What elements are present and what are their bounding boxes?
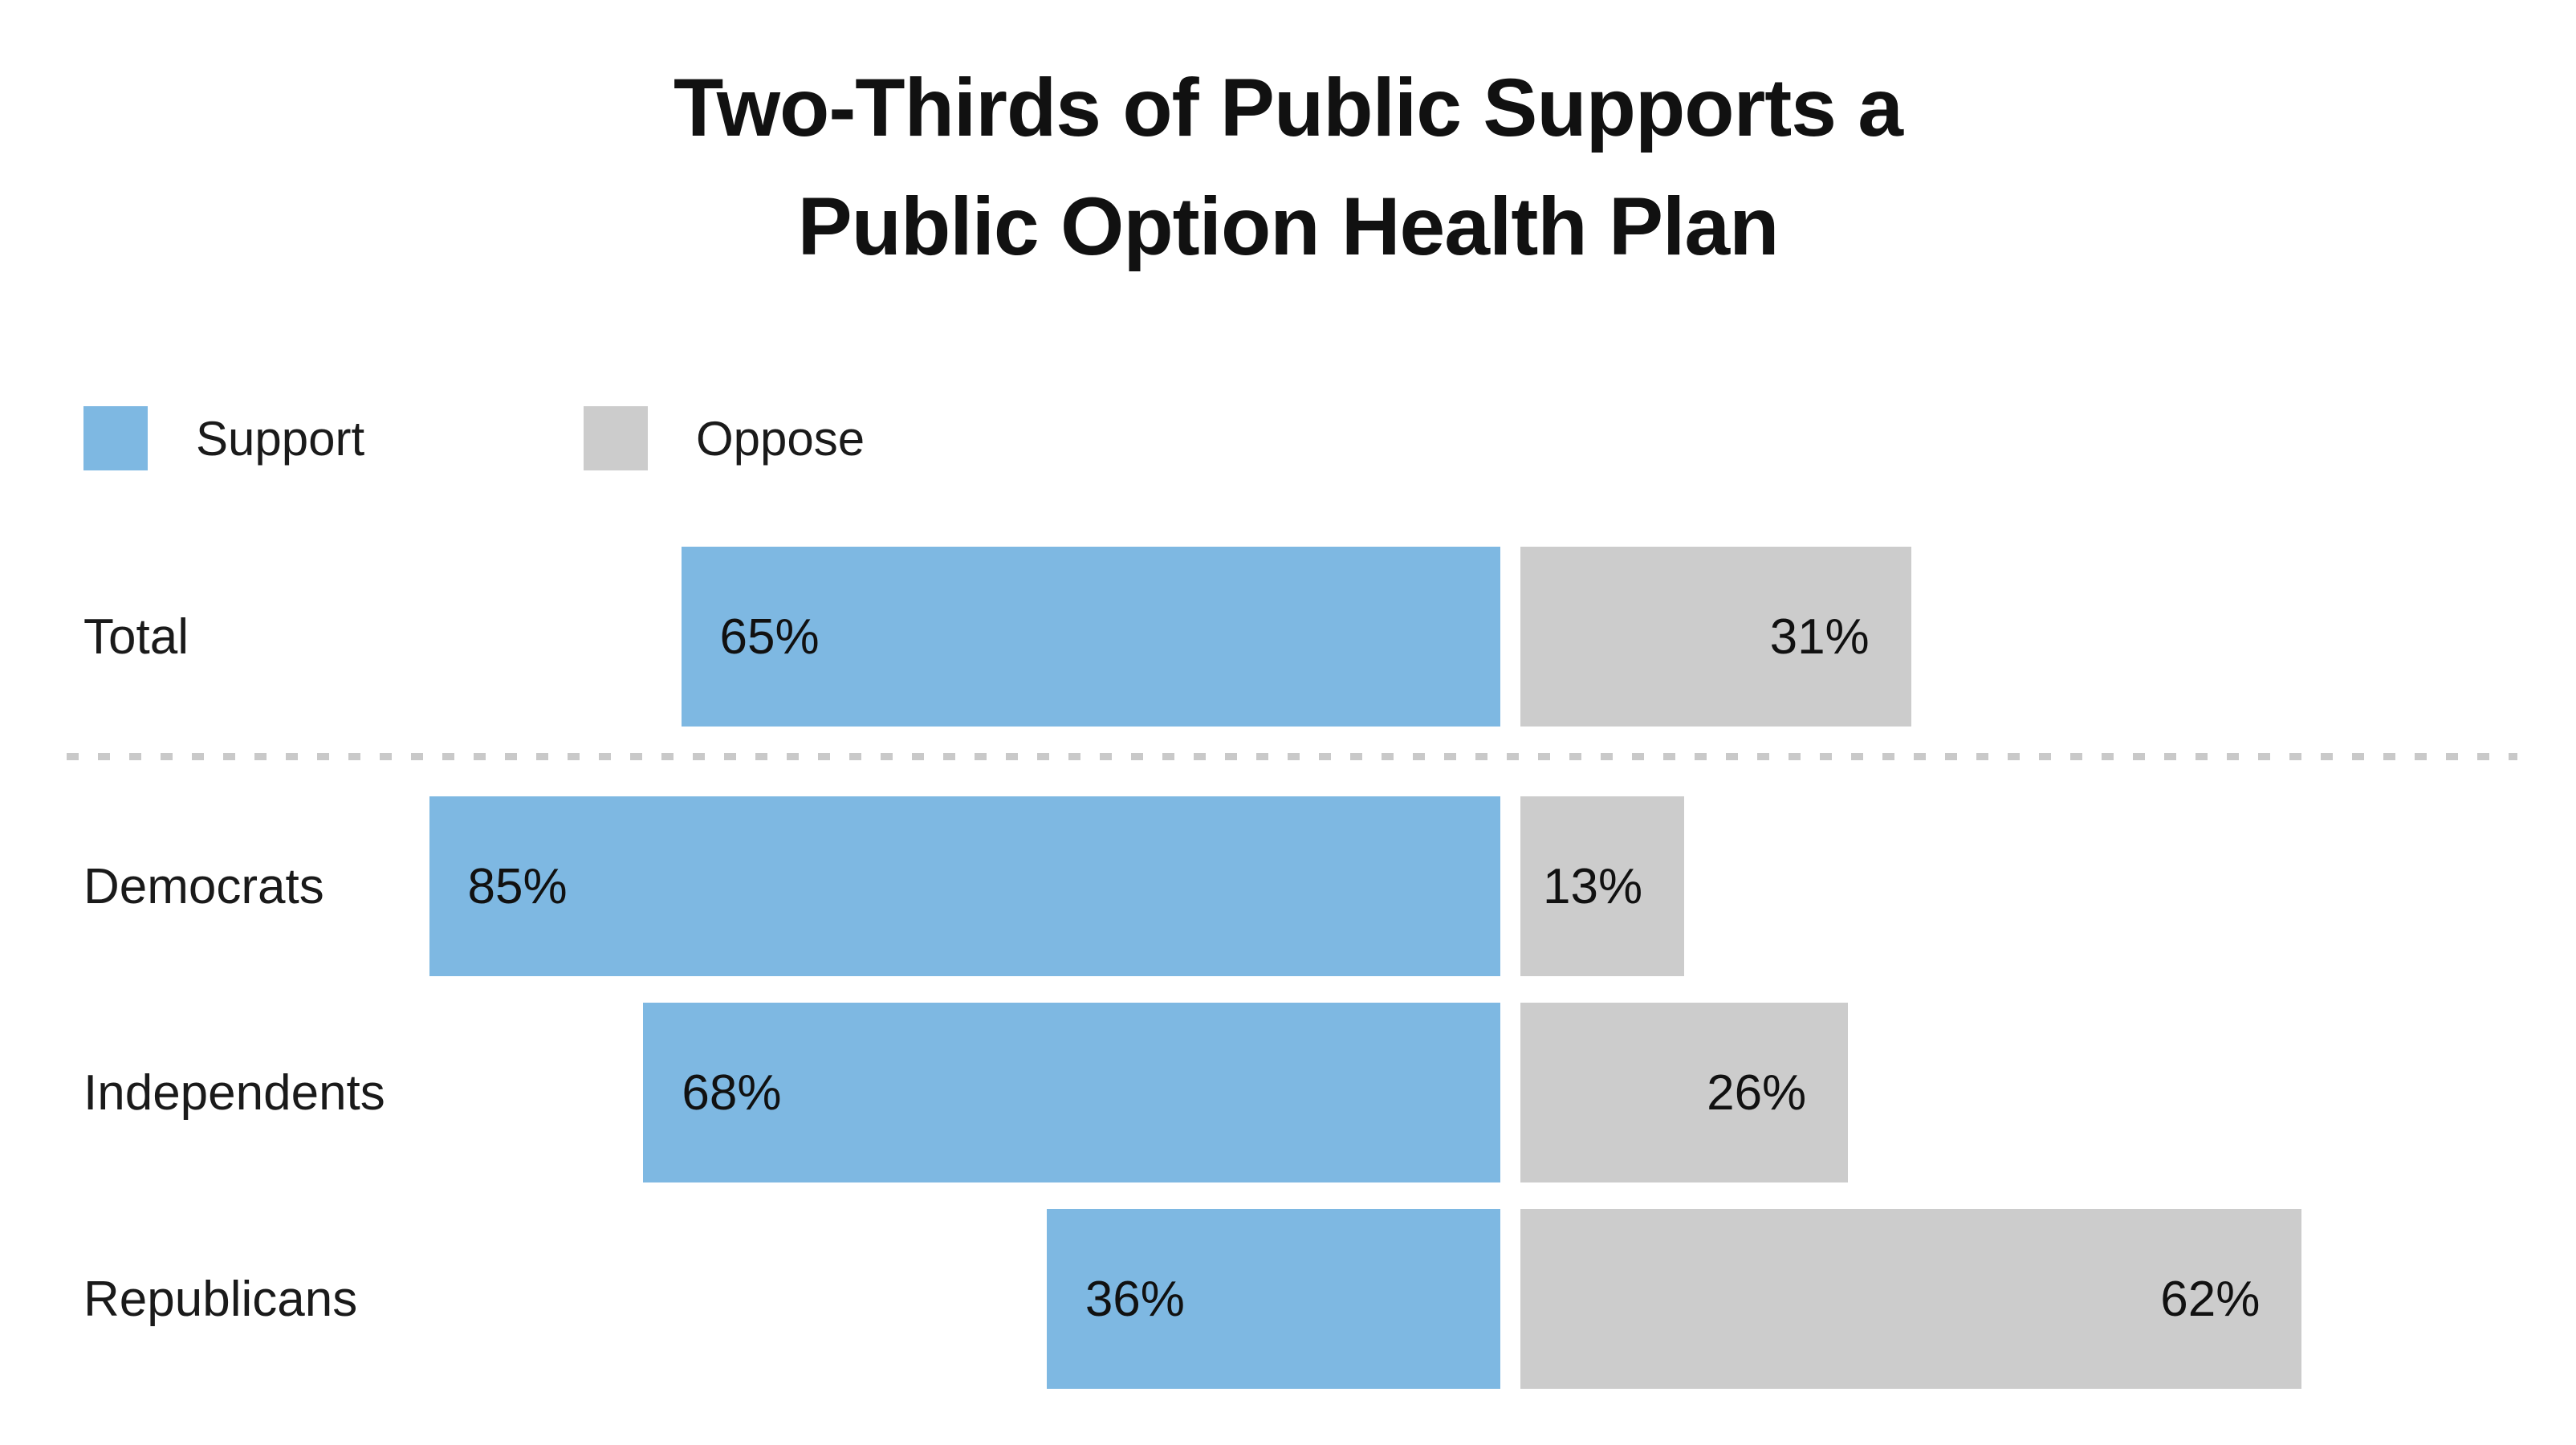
legend-label-support: Support — [196, 411, 365, 466]
chart-title-line1: Two-Thirds of Public Supports a — [673, 62, 1903, 153]
chart-row-total: Total 65% 31% — [0, 547, 2576, 727]
chart-row-democrats: Democrats 85% 13% — [0, 796, 2576, 976]
chart-title-line2: Public Option Health Plan — [797, 181, 1780, 272]
chart-title: Two-Thirds of Public Supports a Public O… — [0, 48, 2576, 286]
support-value-label: 36% — [1085, 1271, 1185, 1327]
oppose-value-label: 26% — [1707, 1064, 1807, 1121]
support-swatch — [83, 406, 148, 470]
oppose-bar: 26% — [1520, 1003, 1849, 1182]
support-bar: 65% — [681, 547, 1500, 727]
support-value-label: 65% — [719, 609, 820, 665]
legend-item-oppose: Oppose — [584, 405, 865, 471]
legend-item-support: Support — [83, 405, 364, 471]
support-value-label: 68% — [682, 1064, 782, 1121]
oppose-value-label: 13% — [1543, 858, 1643, 914]
category-label: Total — [83, 609, 189, 665]
chart-row-republicans: Republicans 36% 62% — [0, 1209, 2576, 1389]
category-label: Democrats — [83, 858, 324, 914]
dotted-separator — [67, 753, 2517, 760]
oppose-swatch — [584, 406, 648, 470]
category-label: Republicans — [83, 1271, 358, 1327]
oppose-bar: 13% — [1520, 796, 1685, 976]
chart-row-independents: Independents 68% 26% — [0, 1003, 2576, 1182]
oppose-bar: 31% — [1520, 547, 1911, 727]
oppose-bar: 62% — [1520, 1209, 2302, 1389]
oppose-value-label: 31% — [1769, 609, 1870, 665]
category-label: Independents — [83, 1064, 385, 1121]
legend-label-oppose: Oppose — [696, 411, 865, 466]
oppose-value-label: 62% — [2160, 1271, 2261, 1327]
support-bar: 85% — [429, 796, 1500, 976]
support-value-label: 85% — [467, 858, 568, 914]
support-bar: 36% — [1046, 1209, 1500, 1389]
bar-chart: Total 65% 31% Democrats 85% 13% Independents 68… — [0, 547, 2576, 1415]
support-bar: 68% — [643, 1003, 1500, 1182]
